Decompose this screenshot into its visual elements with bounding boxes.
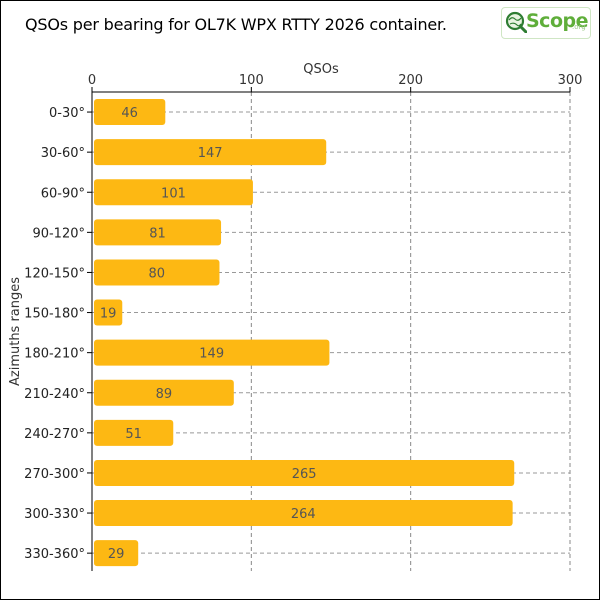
y-axis-title: Azimuths ranges [8,277,23,386]
magnifier-globe-icon [505,11,527,33]
bar-value-label: 29 [108,547,125,562]
logo-suffix: .org [572,23,586,31]
bar-value-label: 80 [148,266,165,281]
bar [94,179,253,206]
bar [94,99,166,126]
category-label: 150-180° [24,307,85,322]
category-label: 210-240° [24,387,85,402]
bar [94,139,327,166]
category-label: 30-60° [41,146,85,161]
bar-value-label: 46 [121,106,138,121]
bar-value-label: 81 [149,226,166,241]
x-tick-label: 100 [239,73,264,88]
category-label: 120-150° [24,266,85,281]
x-tick-label: 200 [398,73,423,88]
category-label: 300-330° [24,507,85,522]
x-axis-title: QSOs [303,62,339,77]
category-label: 180-210° [24,347,85,362]
x-tick-label: 0 [88,73,96,88]
category-label: 270-300° [24,467,85,482]
bar-value-label: 89 [156,387,173,402]
category-label: 90-120° [32,226,85,241]
bar-value-label: 149 [199,347,224,362]
category-label: 60-90° [41,186,85,201]
logo-text: Scope [526,10,589,32]
category-label: 0-30° [49,106,85,121]
bar-value-label: 264 [291,507,316,522]
bar [94,339,330,366]
qscope-logo: Scope .org [501,7,591,39]
bar-value-label: 19 [100,307,117,322]
x-tick-label: 300 [558,73,583,88]
chart-title: QSOs per bearing for OL7K WPX RTTY 2026 … [25,15,447,34]
bar [94,540,139,567]
bar [94,379,234,406]
bar-value-label: 101 [161,186,186,201]
bar [94,419,174,446]
category-label: 330-360° [24,547,85,562]
bar [94,259,220,286]
bar [94,219,222,246]
bar-value-label: 51 [125,427,142,442]
bar-value-label: 147 [198,146,223,161]
bar [94,500,513,527]
bar-value-label: 265 [292,467,317,482]
category-label: 240-270° [24,427,85,442]
bar [94,459,515,486]
bar [94,299,123,326]
